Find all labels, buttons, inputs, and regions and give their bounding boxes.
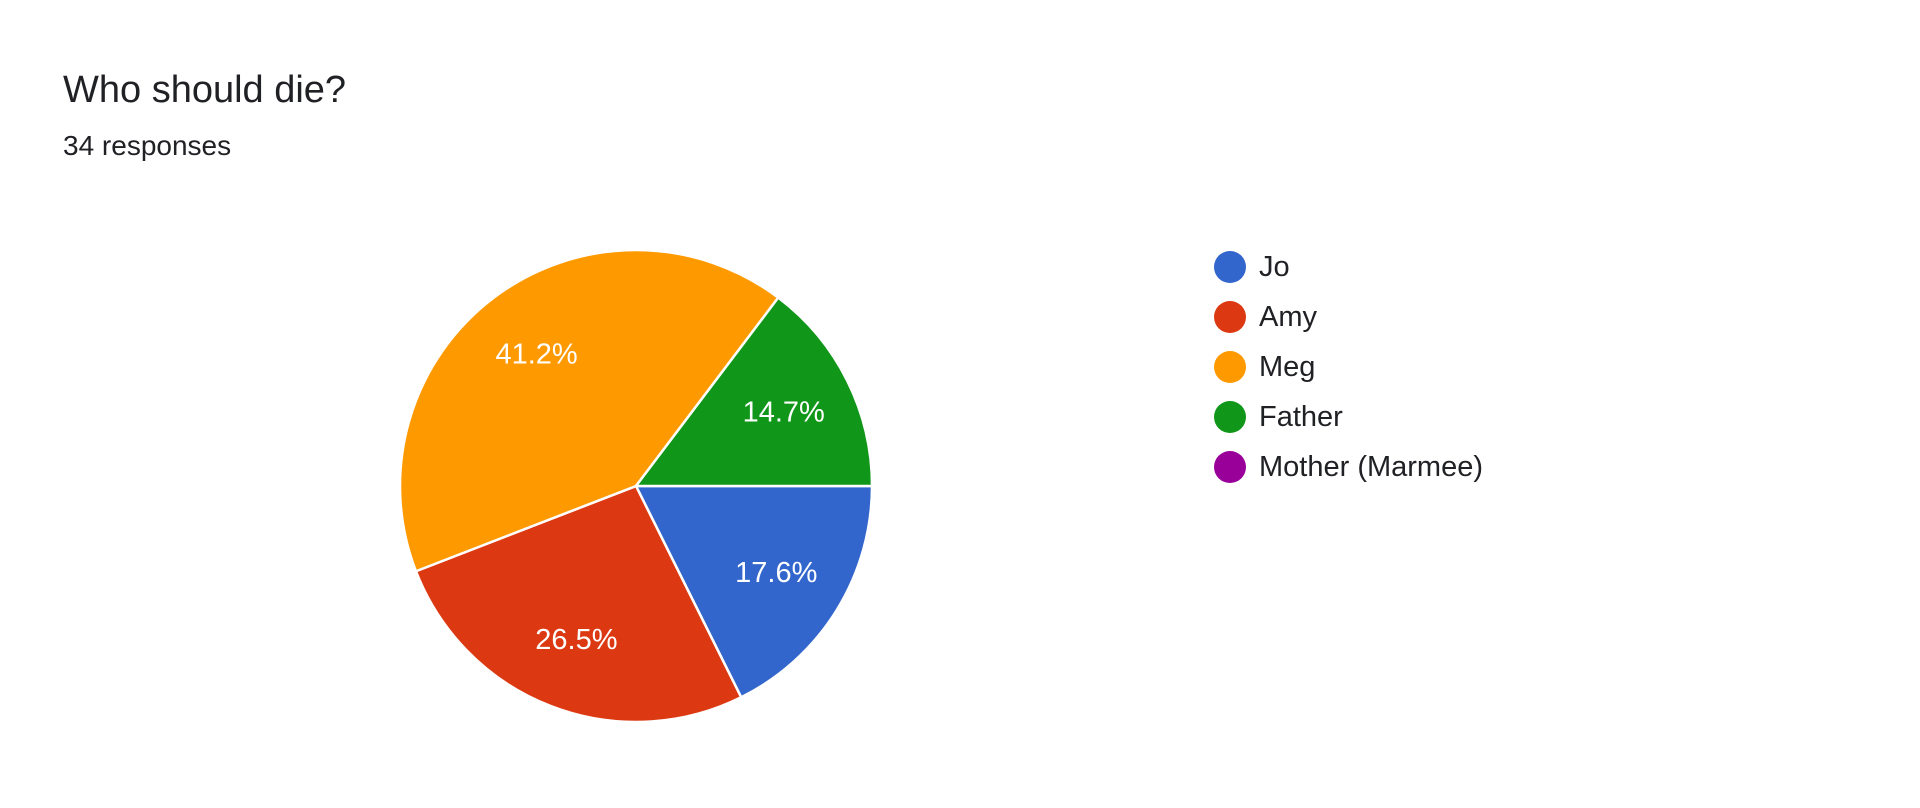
legend-swatch-icon [1214,451,1246,483]
chart-title: Who should die? [63,69,347,111]
legend-swatch-icon [1214,351,1246,383]
pie-slice-value-label: 41.2% [495,338,577,370]
legend-item-jo[interactable]: Jo [1214,242,1483,292]
legend-label: Father [1259,401,1343,433]
pie-slice-amy[interactable] [414,484,743,724]
legend-item-amy[interactable]: Amy [1214,292,1483,342]
pie-slice-value-label: 14.7% [743,396,825,428]
response-count: 34 responses [63,130,232,161]
legend-label: Jo [1259,251,1290,283]
pie-slice-father[interactable] [634,296,874,488]
pie-slice-labels: 17.6% 26.5% 41.2% 14.7% [495,338,824,656]
legend-label: Meg [1259,351,1316,383]
legend-label: Amy [1259,301,1317,333]
chart-legend: Jo Amy Meg Father Mother (Marmee) [1214,242,1483,492]
pie-slice-value-label: 17.6% [735,557,817,589]
legend-swatch-icon [1214,301,1246,333]
pie-slice-value-label: 26.5% [535,624,617,656]
legend-label: Mother (Marmee) [1259,451,1483,483]
legend-item-meg[interactable]: Meg [1214,342,1483,392]
pie-slices [398,248,874,724]
legend-item-father[interactable]: Father [1214,392,1483,442]
pie-slice-jo[interactable] [634,484,874,699]
pie-slice-meg[interactable] [398,248,780,573]
legend-swatch-icon [1214,251,1246,283]
legend-swatch-icon [1214,401,1246,433]
legend-item-mother-marmee[interactable]: Mother (Marmee) [1214,442,1483,492]
